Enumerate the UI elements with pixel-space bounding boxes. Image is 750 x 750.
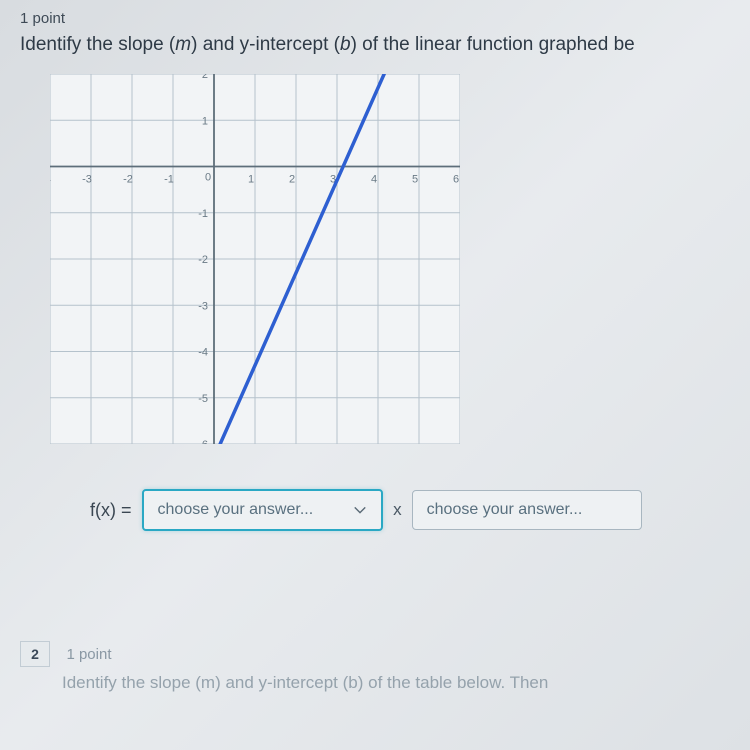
answer-row: f(x) = choose your answer... x choose yo… bbox=[90, 489, 730, 531]
intercept-dropdown[interactable]: choose your answer... bbox=[412, 490, 642, 530]
fx-label: f(x) = bbox=[90, 500, 132, 521]
svg-text:6: 6 bbox=[453, 174, 459, 186]
svg-text:2: 2 bbox=[289, 174, 295, 186]
graph-svg: -4-3-2-10123456-6-5-4-3-2-112 bbox=[50, 74, 460, 444]
q2-number[interactable]: 2 bbox=[20, 641, 50, 667]
svg-text:4: 4 bbox=[371, 174, 377, 186]
linear-graph: -4-3-2-10123456-6-5-4-3-2-112 bbox=[50, 74, 460, 444]
svg-text:-5: -5 bbox=[198, 393, 208, 405]
svg-text:0: 0 bbox=[205, 172, 211, 184]
slope-dropdown[interactable]: choose your answer... bbox=[142, 489, 384, 531]
svg-text:5: 5 bbox=[412, 174, 418, 186]
svg-text:1: 1 bbox=[248, 174, 254, 186]
svg-text:-3: -3 bbox=[82, 174, 92, 186]
svg-text:-1: -1 bbox=[164, 174, 174, 186]
svg-text:-6: -6 bbox=[198, 439, 208, 444]
slope-dropdown-text: choose your answer... bbox=[158, 501, 314, 519]
svg-text:-2: -2 bbox=[198, 254, 208, 266]
x-operator: x bbox=[393, 500, 402, 520]
svg-text:-4: -4 bbox=[50, 174, 51, 186]
svg-text:-4: -4 bbox=[198, 347, 208, 359]
q1-prompt: Identify the slope (m) and y-intercept (… bbox=[20, 34, 730, 56]
intercept-dropdown-text: choose your answer... bbox=[427, 501, 583, 519]
q1-points: 1 point bbox=[20, 10, 65, 27]
chevron-down-icon bbox=[353, 503, 367, 517]
svg-text:1: 1 bbox=[202, 115, 208, 127]
svg-text:-1: -1 bbox=[198, 208, 208, 220]
svg-text:-3: -3 bbox=[198, 300, 208, 312]
q2-points: 1 point bbox=[66, 646, 111, 663]
q2-prompt: Identify the slope (m) and y-intercept (… bbox=[62, 673, 730, 693]
svg-text:2: 2 bbox=[202, 74, 208, 81]
svg-text:-2: -2 bbox=[123, 174, 133, 186]
